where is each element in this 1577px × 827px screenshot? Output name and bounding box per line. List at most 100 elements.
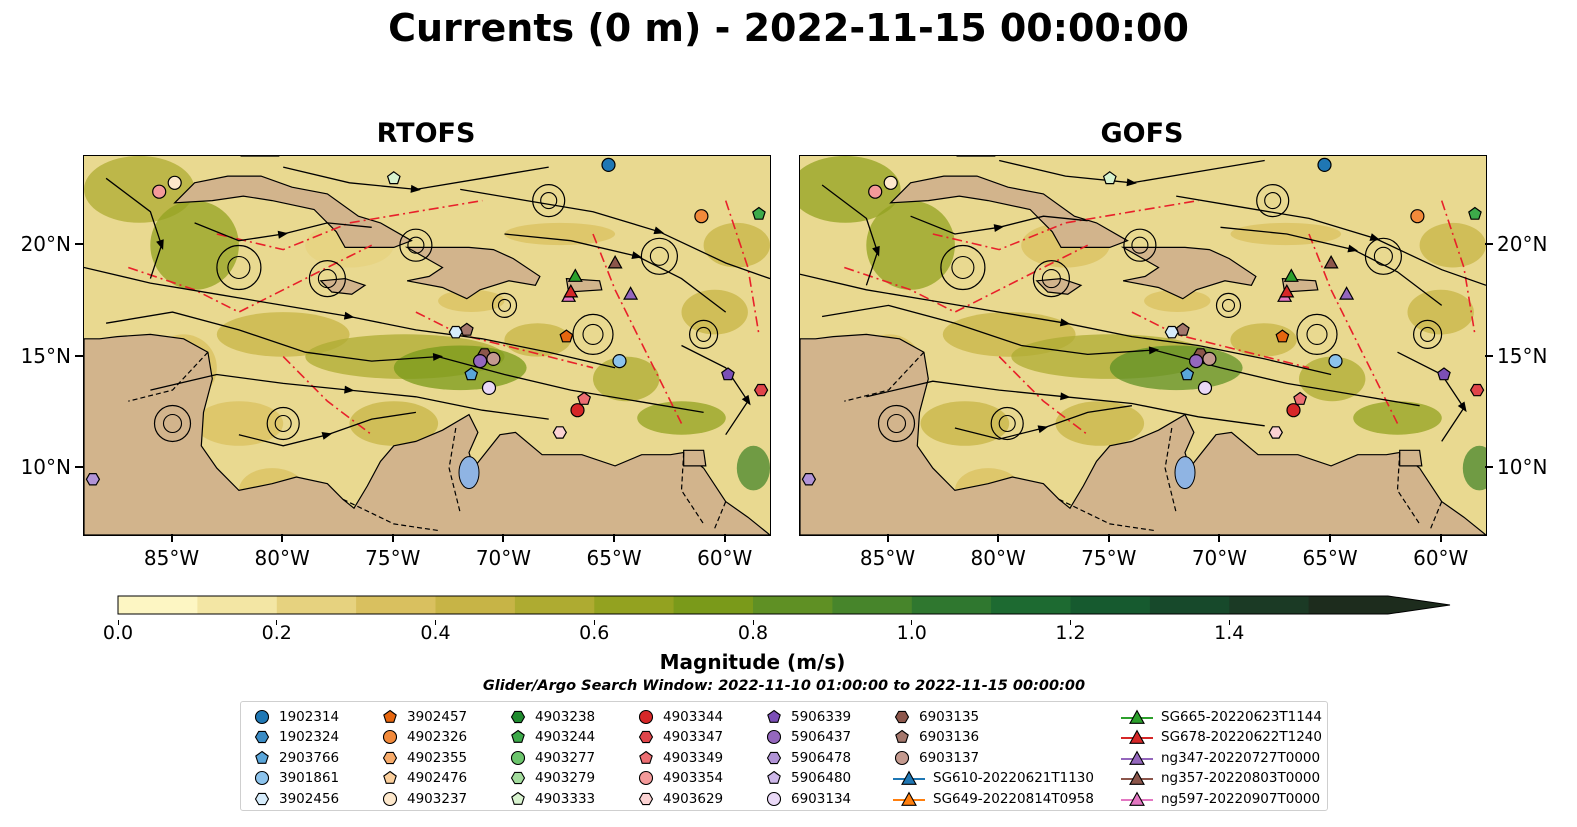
- marker-6903136-rtofs: [459, 322, 474, 336]
- legend-swatch-pentagon-icon: [639, 750, 653, 764]
- x-tick-label: 75°W: [1081, 546, 1137, 570]
- legend-swatch-pentagon-icon: [767, 770, 781, 784]
- marker-4903344-gofs: [1286, 403, 1301, 418]
- legend-item: 6903137: [893, 747, 979, 768]
- legend-swatch-pentagon-icon: [255, 750, 269, 764]
- colorbar-tick-mark: [1228, 620, 1230, 625]
- legend-label: SG665-20220623T1144: [1161, 708, 1322, 725]
- legend-label: 5906437: [791, 729, 852, 745]
- legend-item: 1902324: [253, 727, 339, 748]
- marker-4903237-rtofs: [167, 175, 182, 190]
- colorbar-tick-mark: [1070, 620, 1071, 625]
- legend-swatch-triangle-icon: [1121, 790, 1153, 806]
- x-tick-label: 70°W: [1191, 546, 1248, 570]
- legend-item: 5906478: [765, 747, 851, 768]
- colorbar-segment: [514, 596, 595, 614]
- legend-swatch-pentagon-icon: [511, 729, 525, 743]
- legend-item: 6903134: [765, 788, 851, 809]
- legend-swatch-triangle-icon: [893, 770, 925, 785]
- marker-4903244-rtofs: [752, 206, 766, 220]
- marker-3901861-rtofs: [612, 354, 627, 369]
- marker-4903333-gofs: [1102, 171, 1117, 185]
- legend-label: 4903344: [663, 708, 724, 725]
- legend-label: 4903347: [663, 729, 724, 745]
- legend-item: SG610-20220621T1130: [893, 768, 1094, 789]
- colorbar-tick-label: 0.8: [737, 622, 769, 644]
- x-tick-label: 75°W: [365, 546, 421, 570]
- marker-sg665-20220623t1144-gofs: [1283, 268, 1299, 282]
- marker-4903244-gofs: [1468, 206, 1482, 220]
- legend-item: 2903766: [253, 747, 339, 768]
- legend-label: 4902355: [407, 749, 468, 766]
- legend-swatch-triangle-icon: [1121, 729, 1153, 744]
- marker-3902457-gofs: [1275, 329, 1290, 343]
- colorbar-tick-mark: [276, 620, 278, 625]
- colorbar-segment: [197, 596, 278, 614]
- map-gofs: [800, 156, 1486, 535]
- marker-sg665-20220623t1144-rtofs: [567, 268, 583, 282]
- legend-swatch-circle-icon: [382, 791, 398, 806]
- legend-item: SG649-20220814T0958: [893, 788, 1094, 809]
- legend-label: SG678-20220622T1240: [1161, 729, 1322, 745]
- legend-label: ng597-20220907T0000: [1161, 790, 1321, 807]
- legend-item: 4902326: [381, 727, 467, 748]
- colorbar-tick-mark: [911, 620, 913, 625]
- legend-item: 4903238: [509, 706, 595, 727]
- legend-swatch-circle-icon: [254, 770, 270, 786]
- y-tick-mark: [75, 354, 83, 357]
- marker-5906437-gofs: [1189, 354, 1204, 369]
- legend-item: 3901861: [253, 768, 339, 789]
- legend-item: 4902476: [381, 768, 467, 789]
- colorbar: [117, 595, 1451, 615]
- colorbar-tick-mark: [117, 620, 119, 625]
- legend-swatch-hexagon-icon: [638, 730, 654, 744]
- legend-swatch-pentagon-icon: [511, 791, 525, 805]
- colorbar-segment: [435, 596, 516, 614]
- marker-2903766-rtofs: [464, 367, 479, 381]
- legend-swatch-hexagon-icon: [382, 751, 398, 764]
- legend-swatch-circle-icon: [638, 770, 654, 786]
- legend-label: 6903136: [919, 729, 980, 745]
- legend-swatch-pentagon-icon: [383, 770, 397, 784]
- marker-5906339-gofs: [1437, 367, 1451, 381]
- marker-4902326-rtofs: [694, 209, 709, 224]
- legend-swatch-circle-icon: [766, 729, 782, 745]
- legend-item: 3902457: [381, 706, 467, 727]
- y-tick-label: 15°N: [1497, 343, 1548, 368]
- marker-ng357-20220803t0000-gofs: [1323, 254, 1339, 269]
- legend: 1902314 1902324 2903766 3901861 3902456 39024…: [240, 701, 1328, 811]
- legend-swatch-hexagon-icon: [254, 792, 270, 805]
- legend-label: 2903766: [279, 749, 340, 766]
- marker-3902456-gofs: [1164, 325, 1179, 339]
- legend-label: 4903333: [535, 790, 596, 807]
- marker-2903766-gofs: [1180, 367, 1195, 381]
- legend-label: 4903277: [535, 749, 596, 766]
- legend-swatch-circle-icon: [638, 709, 654, 724]
- legend-item: 4903279: [509, 768, 595, 789]
- marker-5906478-rtofs: [85, 473, 101, 486]
- search-window-text: Glider/Argo Search Window: 2022-11-10 01…: [482, 678, 1086, 694]
- legend-label: SG610-20220621T1130: [933, 770, 1094, 786]
- marker-sg678-20220622t1240-gofs: [1279, 283, 1295, 298]
- legend-swatch-hexagon-icon: [638, 792, 654, 805]
- colorbar-tick-mark: [435, 620, 436, 625]
- marker-3902456-rtofs: [448, 325, 463, 339]
- legend-label: 4902326: [407, 729, 468, 745]
- colorbar-segment: [276, 596, 357, 614]
- marker-4903354-rtofs: [152, 184, 167, 199]
- marker-4903349-gofs: [1293, 391, 1308, 405]
- marker-ng347-20220727t0000-rtofs: [623, 286, 639, 300]
- marker-4902326-gofs: [1410, 209, 1425, 224]
- legend-item: 5906480: [765, 768, 851, 789]
- y-tick-label: 20°N: [1497, 232, 1548, 257]
- legend-swatch-triangle-icon: [1121, 708, 1153, 724]
- marker-4903333-rtofs: [386, 171, 401, 185]
- marker-3902457-rtofs: [559, 329, 574, 343]
- marker-5906339-rtofs: [721, 367, 735, 381]
- marker-4903349-rtofs: [577, 391, 592, 405]
- legend-label: 3901861: [279, 770, 340, 786]
- marker-6903136-gofs: [1175, 322, 1190, 336]
- legend-label: 1902324: [279, 729, 340, 745]
- colorbar-segment: [1229, 596, 1310, 614]
- colorbar-tick-mark: [752, 620, 754, 625]
